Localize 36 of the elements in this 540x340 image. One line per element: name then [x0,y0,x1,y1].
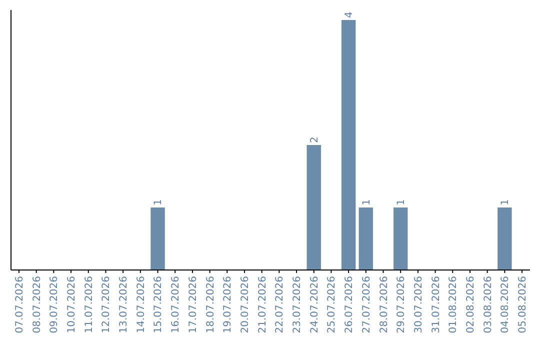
x-tick-label: 17.07.2026 [188,276,199,334]
x-tick-label: 30.07.2026 [413,276,424,334]
x-tick-label: 16.07.2026 [170,276,182,334]
x-tick-label: 08.07.2026 [32,276,43,334]
x-tick-label: 31.07.2026 [430,276,442,334]
x-tick-label: 20.07.2026 [240,276,251,334]
data-label: 1 [396,199,408,206]
x-tick-label: 15.07.2026 [153,276,164,334]
x-tick-label: 11.07.2026 [84,276,95,334]
x-tick-label: 19.07.2026 [222,276,234,334]
x-tick-label: 25.07.2026 [326,276,338,334]
x-tick-label: 22.07.2026 [274,276,286,334]
x-tick-label: 23.07.2026 [292,276,304,334]
data-label: 1 [500,199,512,206]
x-tick-label: 10.07.2026 [66,276,78,334]
x-tick-label: 29.07.2026 [396,276,408,334]
data-label: 4 [344,12,356,18]
x-tick-label: 27.07.2026 [361,276,372,334]
x-tick-label: 26.07.2026 [344,276,356,334]
data-label: 2 [309,136,320,143]
x-tick-label: 07.07.2026 [14,276,26,334]
x-tick-label: 01.08.2026 [448,276,460,334]
data-label: 1 [153,199,164,206]
x-tick-label: 24.07.2026 [309,276,320,334]
x-tick-label: 18.07.2026 [205,276,216,334]
x-tick-label: 21.07.2026 [257,276,268,334]
x-tick-label: 02.08.2026 [465,276,476,334]
x-tick-label: 13.07.2026 [118,276,130,334]
x-tick-label: 05.08.2026 [518,276,529,334]
x-tick-label: 09.07.2026 [49,276,60,334]
x-tick-label: 03.08.2026 [482,276,494,334]
x-tick-label: 28.07.2026 [378,276,390,334]
x-tick-label: 14.07.2026 [136,276,147,334]
x-tick-label: 12.07.2026 [101,276,112,334]
x-tick-label: 04.08.2026 [500,276,512,334]
data-label: 1 [361,199,372,206]
